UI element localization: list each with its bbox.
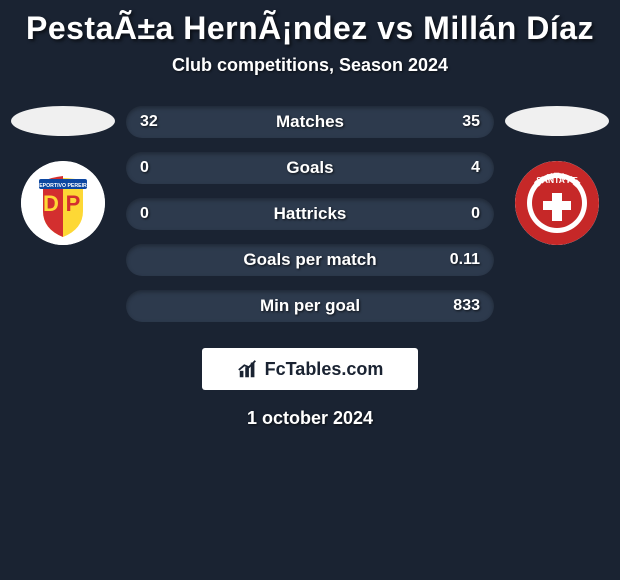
page-title: PestaÃ±a HernÃ¡ndez vs Millán Díaz xyxy=(26,10,594,47)
stat-label: Matches xyxy=(276,112,344,132)
right-column: SANTA FE SANTA FE xyxy=(502,106,612,245)
stat-left-value: 0 xyxy=(140,205,170,223)
stat-right-value: 0.11 xyxy=(450,251,480,269)
left-column: DEPORTIVO PEREIRA D P xyxy=(8,106,118,245)
stat-row-goals-per-match: Goals per match 0.11 xyxy=(126,244,494,276)
santafe-crest-icon: SANTA FE SANTA FE xyxy=(515,161,599,245)
chart-icon xyxy=(237,358,259,380)
svg-text:DEPORTIVO PEREIRA: DEPORTIVO PEREIRA xyxy=(35,183,90,189)
stat-label: Min per goal xyxy=(260,296,360,316)
stat-label: Goals xyxy=(286,158,333,178)
player-photo-left xyxy=(11,106,115,136)
stats-column: 32 Matches 35 0 Goals 4 0 Hattricks 0 Go… xyxy=(118,106,502,322)
stat-left-value: 32 xyxy=(140,113,170,131)
stat-row-matches: 32 Matches 35 xyxy=(126,106,494,138)
stat-right-value: 833 xyxy=(450,297,480,315)
stat-right-value: 35 xyxy=(450,113,480,131)
club-badge-right: SANTA FE SANTA FE xyxy=(515,161,599,245)
main-row: DEPORTIVO PEREIRA D P 32 Matches 35 0 Go… xyxy=(0,106,620,322)
brand-text: FcTables.com xyxy=(265,359,384,380)
stat-label: Hattricks xyxy=(274,204,347,224)
pereira-crest-icon: DEPORTIVO PEREIRA D P xyxy=(21,161,105,245)
club-badge-left: DEPORTIVO PEREIRA D P xyxy=(21,161,105,245)
stat-left-value: 0 xyxy=(140,159,170,177)
footer-date: 1 october 2024 xyxy=(247,408,373,429)
svg-text:D: D xyxy=(43,191,59,216)
svg-text:SANTA FE: SANTA FE xyxy=(536,175,578,185)
stat-row-hattricks: 0 Hattricks 0 xyxy=(126,198,494,230)
stat-label: Goals per match xyxy=(243,250,376,270)
player-photo-right xyxy=(505,106,609,136)
stat-right-value: 4 xyxy=(450,159,480,177)
stat-row-goals: 0 Goals 4 xyxy=(126,152,494,184)
brand-logo[interactable]: FcTables.com xyxy=(202,348,418,390)
stat-right-value: 0 xyxy=(450,205,480,223)
subtitle: Club competitions, Season 2024 xyxy=(172,55,448,76)
comparison-card: PestaÃ±a HernÃ¡ndez vs Millán Díaz Club … xyxy=(0,0,620,429)
stat-row-min-per-goal: Min per goal 833 xyxy=(126,290,494,322)
svg-text:P: P xyxy=(66,191,81,216)
